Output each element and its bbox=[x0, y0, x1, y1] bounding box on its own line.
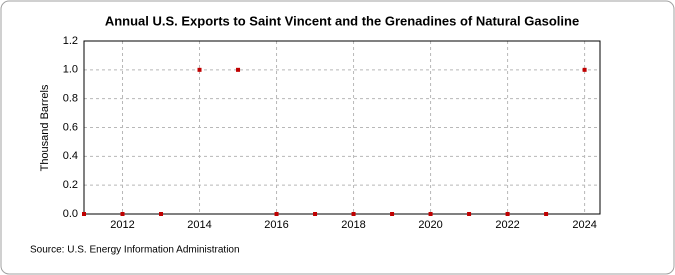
y-tick-label: 0.2 bbox=[63, 179, 78, 191]
x-tick-label: 2014 bbox=[187, 219, 211, 231]
marker bbox=[467, 212, 472, 216]
x-tick-label: 2020 bbox=[418, 219, 442, 231]
y-tick-label: 0.4 bbox=[63, 150, 78, 162]
marker bbox=[582, 67, 587, 72]
y-tick-label: 1.2 bbox=[63, 35, 78, 47]
y-tick-label: 0.6 bbox=[63, 121, 78, 133]
y-tick-label: 0.0 bbox=[63, 208, 78, 220]
y-axis-label: Thousand Barrels bbox=[39, 84, 51, 171]
x-tick-label: 2018 bbox=[341, 219, 365, 231]
marker bbox=[428, 212, 433, 216]
marker bbox=[544, 212, 549, 216]
plot-frame bbox=[83, 40, 601, 215]
marker bbox=[313, 212, 318, 216]
y-tick-label: 0.8 bbox=[63, 93, 78, 105]
chart-title: Annual U.S. Exports to Saint Vincent and… bbox=[105, 13, 579, 28]
source-note: Source: U.S. Energy Information Administ… bbox=[30, 245, 240, 256]
marker bbox=[236, 67, 241, 72]
marker bbox=[82, 212, 86, 216]
marker bbox=[197, 67, 202, 72]
marker bbox=[120, 212, 125, 216]
marker bbox=[159, 212, 164, 216]
x-tick-label: 2012 bbox=[110, 219, 134, 231]
marker bbox=[505, 212, 510, 216]
x-tick-label: 2022 bbox=[495, 219, 519, 231]
marker bbox=[390, 212, 395, 216]
x-tick-label: 2024 bbox=[572, 219, 596, 231]
marker bbox=[351, 212, 356, 216]
marker bbox=[274, 212, 279, 216]
x-tick-label: 2016 bbox=[264, 219, 288, 231]
y-tick-label: 1.0 bbox=[63, 64, 78, 76]
